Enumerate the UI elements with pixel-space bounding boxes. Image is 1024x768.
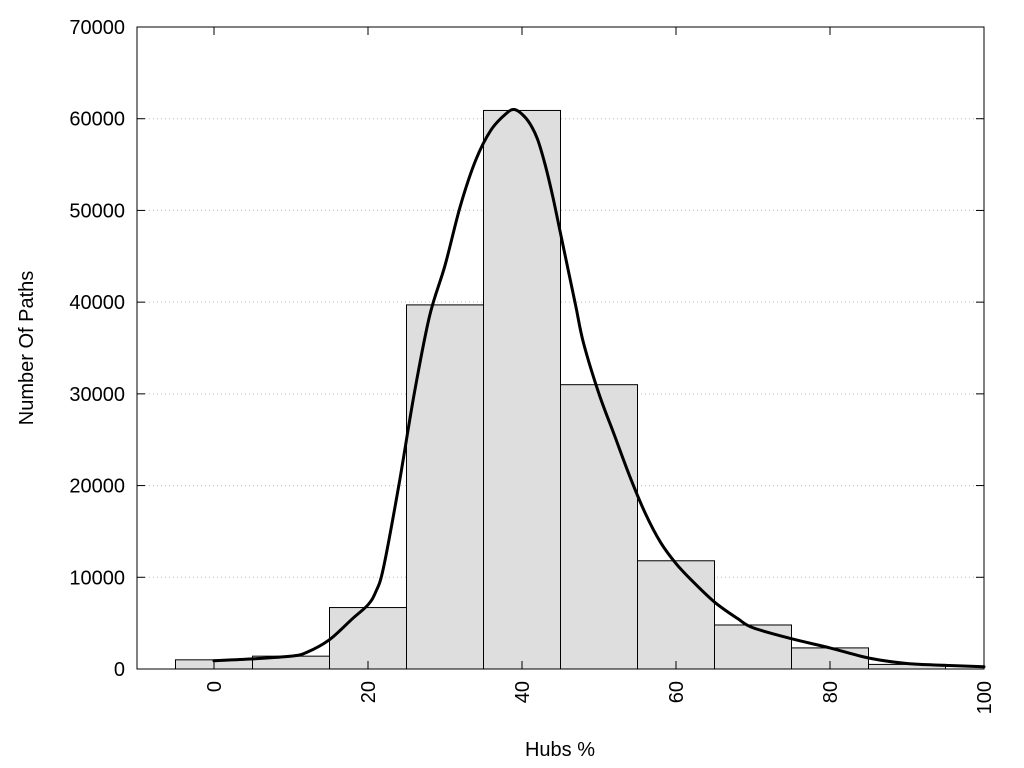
ticks-layer: 0 10000 20000 30000 40000 50000 60000 70000 0 20 4…	[69, 17, 996, 714]
y-tick-label-50000: 50000	[69, 200, 125, 222]
plot-frame	[136, 26, 985, 670]
y-axis-label: Number Of Paths	[16, 271, 38, 426]
histogram-bar-40	[483, 109, 561, 670]
density-curve	[212, 108, 986, 669]
x-axis-label: Hubs %	[525, 739, 595, 761]
histogram-bar-30	[406, 304, 484, 670]
x-tick-label-20: 20	[358, 681, 380, 703]
y-tick-label-60000: 60000	[69, 109, 125, 131]
curve-layer	[212, 108, 986, 669]
y-tick-label-20000: 20000	[69, 476, 125, 498]
y-tick-label-0: 0	[114, 659, 125, 681]
histogram-bar-70	[714, 624, 792, 670]
bars-layer	[175, 109, 946, 670]
x-tick-label-60: 60	[666, 681, 688, 703]
x-tick-label-40: 40	[512, 681, 534, 703]
y-tick-label-70000: 70000	[69, 17, 125, 39]
x-tick-label-0: 0	[204, 681, 226, 692]
histogram-bar-60	[637, 560, 715, 670]
y-tick-label-30000: 30000	[69, 384, 125, 406]
x-tick-label-80: 80	[820, 681, 842, 703]
y-tick-label-10000: 10000	[69, 567, 125, 589]
y-tick-label-40000: 40000	[69, 292, 125, 314]
histogram-bar-20	[329, 607, 407, 670]
histogram-bar-50	[560, 384, 638, 670]
x-tick-label-100: 100	[974, 681, 996, 714]
